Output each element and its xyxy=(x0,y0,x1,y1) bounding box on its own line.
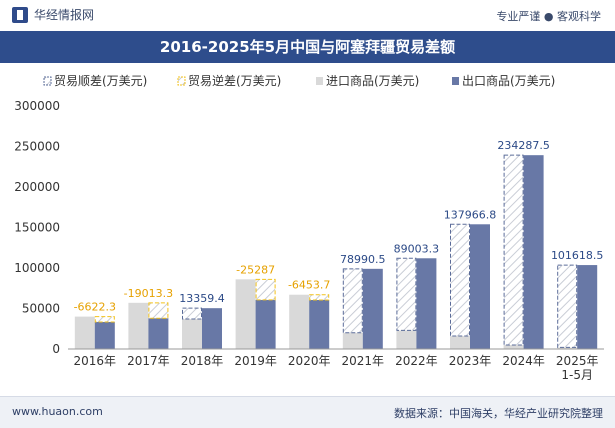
y-tick-label: 150000 xyxy=(14,221,60,235)
bar-surplus xyxy=(450,223,470,337)
bar-deficit xyxy=(94,316,115,323)
bar-deficit xyxy=(148,302,169,319)
x-tick-label: 2023年 xyxy=(449,354,492,368)
bar-import xyxy=(128,302,149,349)
legend-label-deficit: 贸易逆差(万美元) xyxy=(188,73,281,88)
legend-swatch-deficit xyxy=(177,76,186,86)
x-tick-label: 2022年 xyxy=(395,354,438,368)
bar-import xyxy=(182,319,202,349)
x-tick-label: 2016年 xyxy=(74,354,117,368)
bars: -6622.3 -19013.3 13359.4 -25287 -6453.7 78990… xyxy=(74,139,604,349)
footer-website: www.huaon.com xyxy=(12,405,103,418)
x-tick-label: 2019年 xyxy=(234,354,277,368)
x-tick-label: 2020年 xyxy=(288,354,331,368)
legend-label-import: 进口商品(万美元) xyxy=(326,73,419,88)
bar-import xyxy=(342,332,363,349)
y-tick-label: 250000 xyxy=(14,140,60,154)
bar-import xyxy=(450,336,470,349)
y-axis: 0 50000 100000 150000 200000 250000 300000 xyxy=(14,99,60,356)
y-tick-label: 200000 xyxy=(14,180,60,194)
y-tick-label: 0 xyxy=(52,342,60,356)
brand-name: 华经情报网 xyxy=(34,8,95,22)
legend-swatch-surplus xyxy=(43,76,52,86)
data-label: 101618.5 xyxy=(551,249,604,262)
bar-export xyxy=(148,318,169,349)
x-tick-label: 2025年 xyxy=(556,354,599,368)
bar-surplus xyxy=(182,307,202,320)
footer: www.huaon.com 数据来源：中国海关，华经产业研究院整理 xyxy=(0,396,615,428)
y-tick-label: 300000 xyxy=(14,99,60,113)
legend-label-export: 出口商品(万美元) xyxy=(462,73,555,88)
y-tick-label: 50000 xyxy=(22,302,60,316)
legend-label-surplus: 贸易顺差(万美元) xyxy=(54,74,147,88)
data-label: -25287 xyxy=(236,263,275,276)
top-bar: 华经情报网 专业严谨 ● 客观科学 xyxy=(0,0,615,30)
bar-import xyxy=(74,316,95,349)
bar-export xyxy=(416,258,437,349)
bar-export xyxy=(362,268,383,349)
bar-export xyxy=(577,265,598,349)
bar-import xyxy=(235,279,256,349)
bar-export xyxy=(202,308,222,349)
bar-deficit xyxy=(309,294,330,301)
legend-swatch-import xyxy=(316,77,323,85)
bar-import xyxy=(557,347,578,349)
bar-export xyxy=(94,321,115,349)
brand: 华经情报网 xyxy=(12,6,94,23)
bar-import xyxy=(503,344,524,349)
bar-surplus xyxy=(503,154,524,346)
data-label: 234287.5 xyxy=(497,139,550,152)
bar-import xyxy=(289,294,310,349)
y-tick-label: 100000 xyxy=(14,261,60,275)
chart-svg: 贸易顺差(万美元) 贸易逆差(万美元) 进口商品(万美元) 出口商品(万美元) 0 50… xyxy=(14,73,604,382)
footer-source: 数据来源：中国海关，华经产业研究院整理 xyxy=(394,407,603,420)
x-axis: 2016年 2017年 2018年 2019年 2020年 2021年 2022年 2023年… xyxy=(68,348,604,382)
chart-title: 2016-2025年5月中国与阿塞拜疆贸易差额 xyxy=(0,31,615,63)
data-label: -19013.3 xyxy=(124,287,173,300)
bar-surplus xyxy=(557,264,578,348)
x-tick-label: 1-5月 xyxy=(561,368,593,382)
bar-export xyxy=(309,299,330,349)
bar-deficit xyxy=(255,278,276,301)
bar-import xyxy=(396,330,417,349)
bar-export xyxy=(255,299,276,349)
bar-surplus xyxy=(342,268,363,334)
x-tick-label: 2017年 xyxy=(127,354,170,368)
brand-logo-icon xyxy=(12,6,28,23)
legend: 贸易顺差(万美元) 贸易逆差(万美元) 进口商品(万美元) 出口商品(万美元) xyxy=(43,73,555,88)
bar-export xyxy=(470,224,490,349)
bar-export xyxy=(523,155,544,349)
data-label: 89003.3 xyxy=(394,242,440,255)
data-label: -6453.7 xyxy=(288,279,330,292)
data-label: 13359.4 xyxy=(179,292,225,305)
x-tick-label: 2018年 xyxy=(181,354,224,368)
tagline: 专业严谨 ● 客观科学 xyxy=(496,10,601,23)
data-label: 78990.5 xyxy=(340,253,386,266)
data-label: 137966.8 xyxy=(444,208,497,221)
x-tick-label: 2024年 xyxy=(502,354,545,368)
x-tick-label: 2021年 xyxy=(342,354,385,368)
data-label: -6622.3 xyxy=(74,301,116,314)
legend-swatch-export xyxy=(452,77,459,85)
bar-surplus xyxy=(396,257,417,331)
